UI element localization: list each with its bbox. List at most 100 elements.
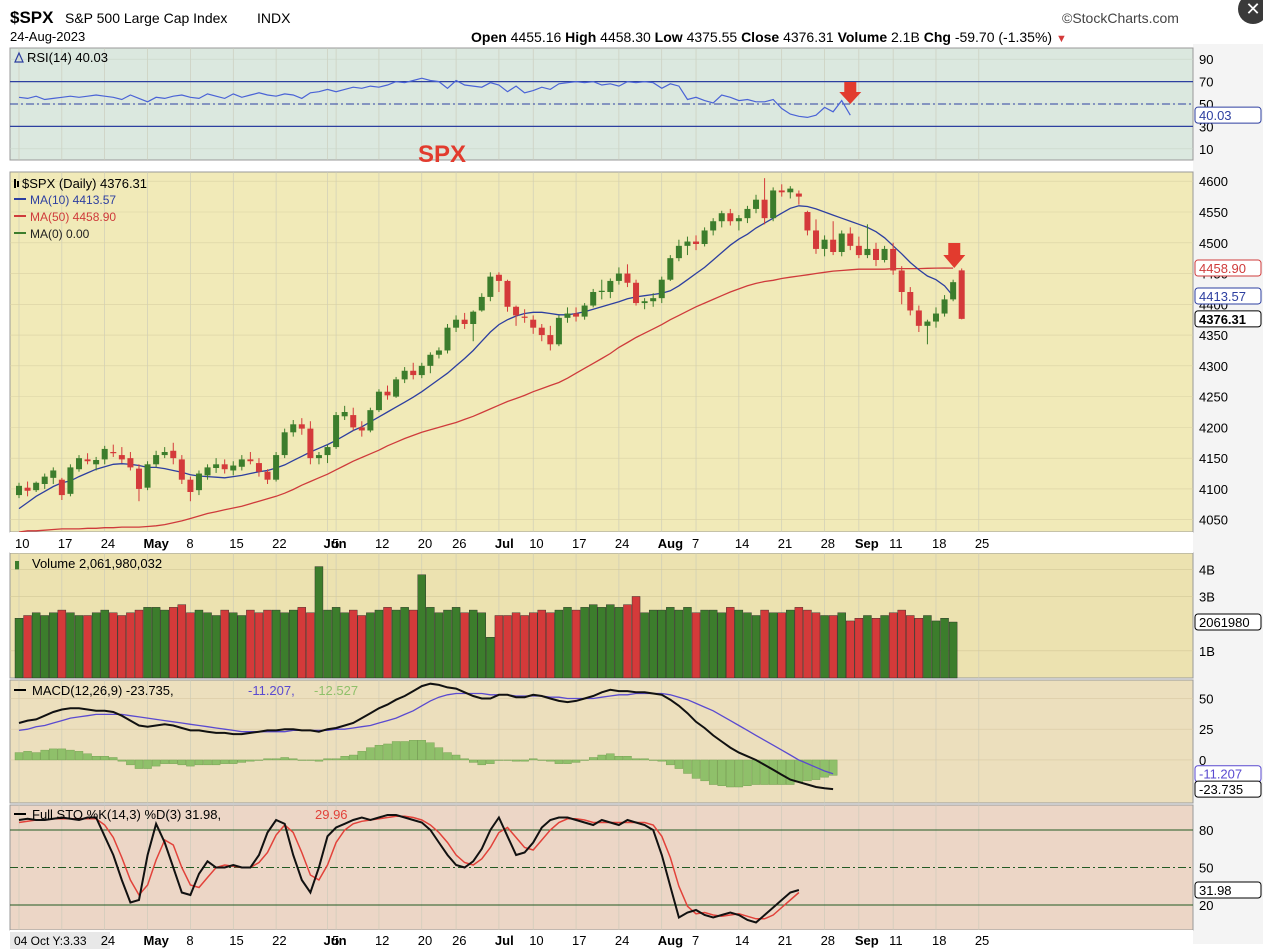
candle-body	[144, 464, 151, 488]
candle-body	[795, 193, 802, 197]
macd-hist-bar	[828, 759, 838, 776]
volume-bar	[529, 612, 538, 679]
volume-bar	[648, 609, 658, 679]
candle-body	[855, 245, 862, 256]
candle-body	[67, 467, 74, 494]
volume-bar	[948, 621, 958, 679]
candle-body	[461, 319, 468, 324]
macd-hist-bar	[194, 759, 204, 766]
macd-hist-bar	[117, 759, 127, 762]
candle-body	[684, 241, 691, 246]
x-tick-label: 10	[15, 536, 29, 551]
bottom-tick-label: 17	[572, 933, 586, 948]
macd-hist-bar	[614, 756, 624, 761]
sto-legend: Full STO %K(14,3) %D(3) 31.98,	[32, 807, 221, 822]
volume-bar	[331, 607, 341, 679]
volume-bar	[169, 607, 178, 679]
bottom-tick-label: Aug	[658, 933, 683, 948]
candle-body	[838, 233, 845, 252]
volume-bar	[571, 609, 581, 679]
volume-bar	[820, 615, 829, 679]
candle-body	[221, 464, 228, 470]
macd-hist-bar	[743, 759, 752, 786]
volume-bar	[426, 607, 435, 679]
volume-bar	[349, 609, 358, 679]
x-tick-label: 17	[58, 536, 72, 551]
macd-hist-bar	[391, 741, 401, 761]
candle-body	[573, 313, 580, 317]
macd-hist-bar	[623, 756, 632, 761]
volume-bar	[691, 612, 701, 679]
x-tick-label: 24	[101, 536, 115, 551]
candle-body	[315, 455, 322, 459]
bottom-info-label: 04 Oct Y:3.33	[14, 934, 87, 948]
volume-label: Volume	[837, 29, 888, 45]
candle-body	[744, 208, 751, 219]
volume-bar	[717, 612, 726, 679]
candle-body	[358, 427, 365, 431]
volume-bar	[777, 612, 786, 679]
price-label-ma50-box	[1194, 259, 1262, 277]
candle-body	[213, 464, 220, 468]
macd-hist-bar	[83, 753, 92, 761]
macd-hist-bar	[417, 740, 426, 761]
low-value: 4375.55	[686, 29, 738, 45]
macd-hist-bar	[177, 759, 187, 766]
volume-bar	[751, 615, 761, 679]
volume-bar	[66, 612, 75, 679]
volume-bar	[700, 609, 709, 679]
macd-hist-bar	[151, 759, 161, 767]
volume-bar	[14, 618, 24, 679]
candle-body	[110, 452, 117, 454]
macd-hist-bar	[109, 757, 118, 761]
macd-hist-bar	[734, 759, 744, 788]
macd-hist-bar	[786, 759, 795, 785]
candle-body	[924, 321, 931, 326]
candle-body	[195, 473, 202, 491]
macd-hist-bar	[254, 759, 264, 761]
candle-body	[890, 248, 897, 271]
candle-body	[58, 479, 65, 496]
candle-body	[41, 476, 48, 484]
volume-bar	[494, 615, 504, 679]
candle-body	[135, 468, 142, 489]
ma10-legend: MA(10) 4413.57	[30, 193, 116, 207]
volume-bar	[588, 604, 598, 679]
x-tick-label: 20	[418, 536, 432, 551]
price-label-ma50: 4458.90	[1199, 261, 1246, 276]
candle-body	[367, 410, 374, 431]
macd-hist-bar	[460, 758, 469, 761]
macd-hist-bar	[271, 758, 281, 761]
volume-bar	[263, 609, 272, 679]
candle-body	[93, 460, 100, 465]
candle-body	[393, 379, 400, 397]
volume-bar	[237, 615, 247, 679]
volume-bar	[683, 607, 692, 679]
candle-body	[847, 233, 854, 246]
price-tick-label: 4250	[1199, 390, 1228, 405]
macd-hist-bar	[263, 758, 272, 761]
volume-bar	[314, 566, 324, 679]
volume-bar	[520, 615, 529, 679]
macd-tick-label: 25	[1199, 722, 1213, 737]
ma0-legend: MA(0) 0.00	[30, 227, 90, 241]
close-x-icon[interactable]: ✕	[1238, 0, 1263, 24]
volume-bar	[760, 609, 769, 679]
volume-bar	[623, 604, 632, 679]
macd-hist-bar	[280, 757, 289, 761]
macd-hist-bar	[426, 742, 435, 761]
volume-value: 2.1B	[891, 29, 920, 45]
macd-tick-label: 50	[1199, 691, 1213, 706]
x-tick-label: Jul	[495, 536, 514, 551]
volume-bar	[863, 615, 872, 679]
volume-bar	[143, 607, 152, 679]
candle-body	[418, 365, 425, 376]
ohlc-line: Open 4455.16 High 4458.30 Low 4375.55 Cl…	[471, 29, 1067, 45]
sto-tick-label: 50	[1199, 861, 1213, 876]
candle-body	[615, 273, 622, 281]
down-arrow-icon	[839, 82, 862, 104]
candle-body	[435, 350, 442, 355]
sto-k-line	[18, 814, 800, 924]
open-value: 4455.16	[510, 29, 562, 45]
volume-bar	[897, 609, 906, 679]
